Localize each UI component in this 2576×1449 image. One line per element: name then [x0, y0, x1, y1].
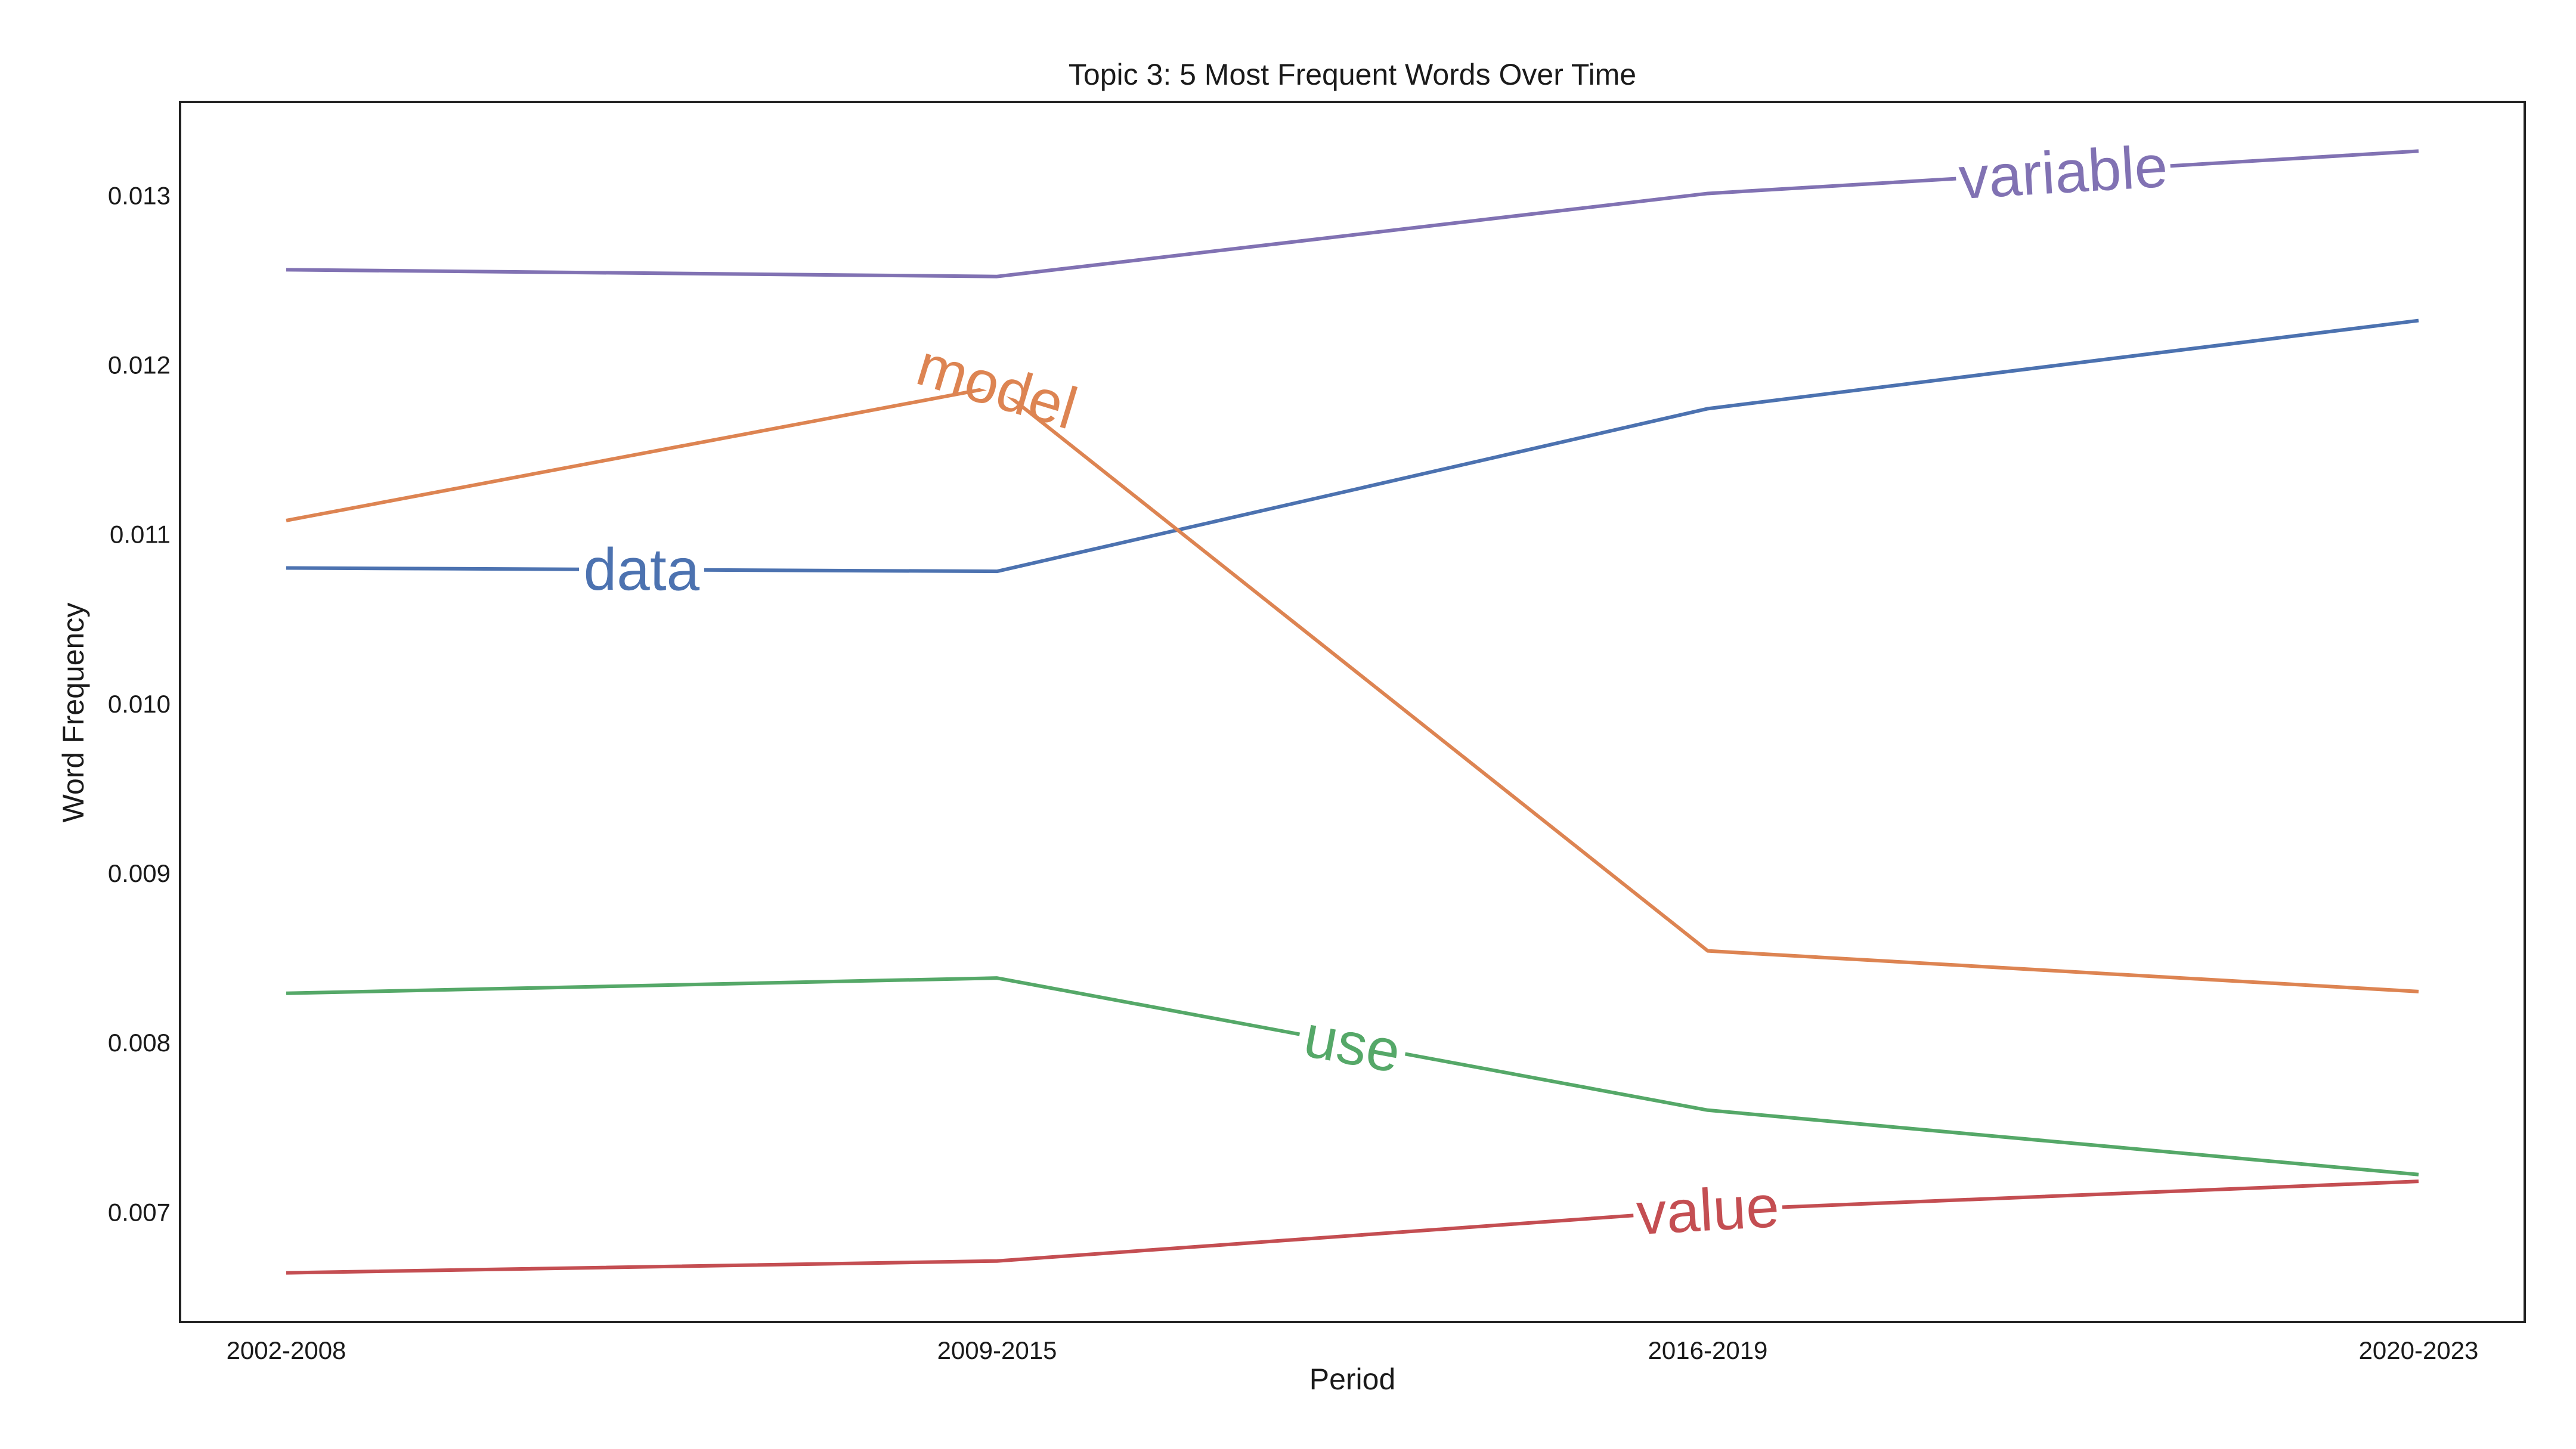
series-line-model [286, 385, 2419, 993]
y-tick-label: 0.012 [108, 351, 171, 379]
x-tick-label: 2016-2019 [1648, 1336, 1768, 1364]
label-gap-variable [1955, 159, 2171, 185]
y-tick-label: 0.008 [108, 1029, 171, 1057]
y-tick-label: 0.013 [108, 181, 171, 209]
x-tick-label: 2020-2023 [2359, 1336, 2479, 1364]
label-gap-use [1298, 1027, 1407, 1061]
series-line-data [286, 318, 2419, 574]
series-label-data: data [583, 536, 700, 603]
y-tick-label: 0.011 [110, 521, 171, 549]
y-tick-label: 0.007 [108, 1198, 171, 1226]
x-axis-label: Period [1309, 1363, 1396, 1396]
series-lines [286, 149, 2419, 1275]
chart-title: Topic 3: 5 Most Frequent Words Over Time [1069, 58, 1636, 91]
label-gap-data [578, 562, 705, 577]
label-gap-model [915, 356, 1079, 417]
series-label-variable: variable [1957, 133, 2169, 212]
y-tick-label: 0.010 [108, 690, 171, 718]
series-labels: data model use value variable [578, 133, 2171, 1247]
x-tick-label: 2009-2015 [937, 1336, 1057, 1364]
axis-ticks: 0.007 0.008 0.009 0.010 0.011 0.012 0.013 2002-… [108, 181, 2479, 1364]
series-label-value: value [1635, 1173, 1781, 1247]
series-label-model: model [909, 331, 1084, 442]
label-gap-value [1633, 1199, 1783, 1221]
y-axis-label: Word Frequency [57, 603, 90, 823]
plot-frame [179, 101, 2526, 1323]
series-line-value [286, 1179, 2419, 1275]
y-tick-label: 0.009 [108, 859, 171, 887]
x-tick-label: 2002-2008 [227, 1336, 346, 1364]
series-label-use: use [1299, 1002, 1406, 1086]
